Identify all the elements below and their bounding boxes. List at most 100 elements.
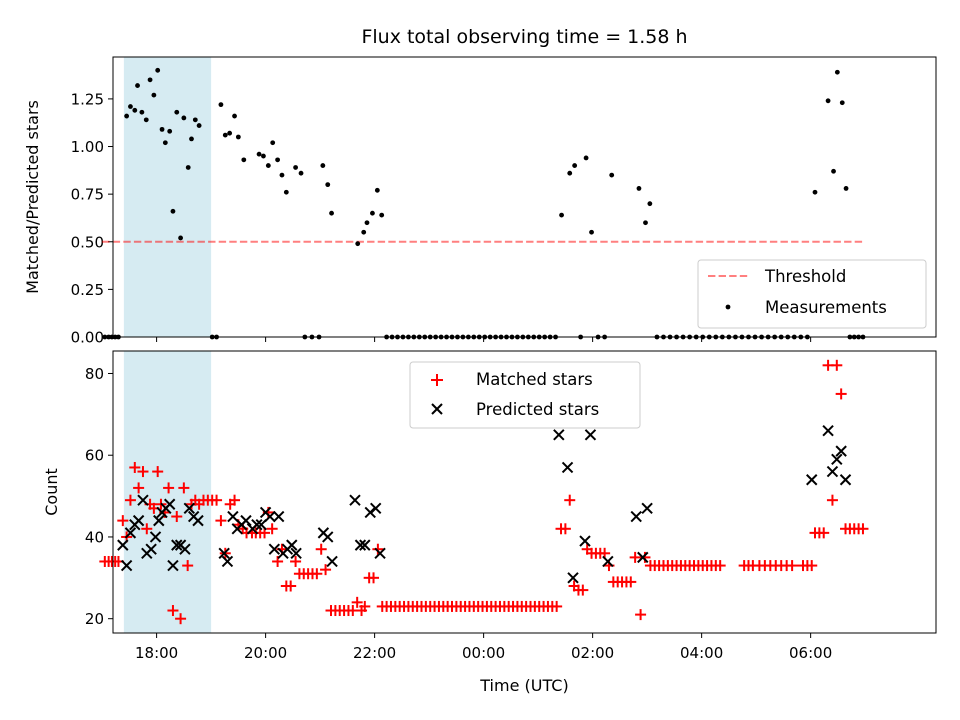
matched-star-point — [320, 564, 332, 576]
predicted-star-mark-b — [822, 424, 834, 437]
measurement-point — [647, 201, 653, 207]
measurement-point — [185, 165, 191, 170]
measurement-point — [155, 67, 161, 73]
measurement-point — [235, 134, 241, 140]
predicted-star-point — [132, 514, 145, 527]
predicted-star-point — [179, 543, 191, 555]
predicted-star-point — [137, 494, 149, 506]
bottom-y-tick-label: 20 — [85, 610, 104, 628]
predicted-star-point — [290, 547, 302, 560]
matched-star-point — [831, 359, 843, 371]
measurement-point — [124, 113, 130, 119]
observing-window-shade-bottom — [123, 351, 212, 633]
measurement-point — [241, 157, 247, 163]
predicted-star-point — [264, 510, 276, 523]
predicted-star-point — [218, 547, 230, 560]
predicted-star-mark-b — [218, 547, 230, 560]
predicted-star-point — [183, 502, 196, 515]
predicted-star-point — [374, 547, 386, 560]
predicted-star-point — [240, 514, 252, 527]
measurement-point — [364, 220, 370, 226]
matched-star-point — [152, 466, 164, 478]
matched-star-point — [639, 551, 651, 563]
predicted-star-mark-b — [286, 539, 298, 551]
matched-star-point — [141, 523, 153, 535]
predicted-star-mark-b — [117, 539, 129, 551]
predicted-star-mark-b — [369, 502, 382, 515]
measurement-point — [143, 117, 149, 123]
measurement-point — [227, 130, 233, 136]
predicted-star-point — [192, 514, 204, 527]
measurement-point — [355, 241, 361, 247]
matched-star-point — [311, 568, 323, 580]
top-axes-frame — [112, 56, 937, 338]
x-tick-label: 22:00 — [353, 644, 396, 662]
matched-star-point — [129, 461, 141, 473]
predicted-star-point — [839, 474, 852, 486]
matched-star-point — [714, 560, 726, 572]
predicted-star-mark-b — [153, 514, 165, 527]
matched-star-point — [625, 576, 637, 588]
measurement-point — [135, 83, 140, 88]
x-axis-label: Time (UTC) — [479, 676, 568, 695]
matched-star-point — [211, 494, 223, 506]
predicted-star-point — [831, 453, 843, 466]
measurement-point — [298, 170, 304, 176]
predicted-star-point — [227, 510, 239, 523]
matched-star-point — [372, 543, 384, 555]
matched-star-point — [806, 560, 818, 572]
measurement-point — [189, 136, 194, 142]
measurement-point — [139, 109, 145, 115]
measurement-point — [361, 229, 367, 235]
measurement-point — [379, 212, 385, 218]
top-y-axis-label: Matched/Predicted stars — [23, 100, 42, 294]
x-tick-label: 00:00 — [462, 644, 505, 662]
predicted-star-mark-b — [561, 461, 574, 474]
measurement-point — [132, 107, 138, 113]
x-tick-label: 20:00 — [244, 644, 287, 662]
legend-matched-swatch — [431, 374, 443, 386]
measurement-point — [320, 163, 326, 168]
measurement-point — [265, 163, 271, 168]
bottom-panel: 20 40 60 80 18:00 20:00 22:00 00:00 02:00 04:00 0… — [42, 350, 937, 695]
predicted-star-point — [322, 531, 334, 543]
predicted-star-point — [272, 510, 285, 523]
measurement-point — [256, 151, 262, 157]
measurement-point — [192, 117, 198, 123]
predicted-star-point — [117, 539, 129, 551]
predicted-star-mark-b — [183, 502, 196, 515]
predicted-star-point — [251, 518, 263, 531]
measurement-point — [261, 153, 266, 159]
measurement-point — [567, 170, 573, 176]
matched-star-point — [171, 511, 183, 523]
measurement-point — [812, 189, 818, 195]
measurement-point — [643, 220, 648, 226]
matched-star-point — [629, 551, 641, 563]
matched-star-point — [266, 523, 278, 535]
measurement-point — [178, 235, 183, 241]
predicted-star-point — [561, 461, 574, 474]
measurement-point — [293, 165, 298, 170]
predicted-star-point — [822, 424, 834, 437]
measurement-point — [167, 128, 173, 134]
predicted-star-mark-b — [251, 518, 263, 531]
bottom-y-tick-label: 60 — [85, 447, 104, 465]
predicted-star-mark-b — [806, 474, 818, 486]
matched-star-point — [818, 527, 830, 539]
matched-star-point — [315, 543, 327, 555]
predicted-star-mark-b — [641, 502, 653, 515]
predicted-star-mark-b — [322, 531, 334, 543]
measurement-point — [232, 113, 237, 119]
predicted-star-point — [602, 555, 614, 568]
matched-star-point — [559, 523, 571, 535]
predicted-star-point — [268, 543, 281, 555]
predicted-star-point — [637, 551, 649, 564]
matched-star-point — [835, 388, 847, 400]
predicted-star-point — [641, 502, 653, 515]
bottom-y-axis-label: Count — [42, 468, 61, 516]
measurement-point — [825, 98, 831, 104]
predicted-star-mark-b — [567, 572, 579, 584]
bottom-legend-box — [409, 361, 641, 429]
predicted-star-mark-b — [637, 551, 649, 564]
matched-star-point — [564, 494, 576, 506]
